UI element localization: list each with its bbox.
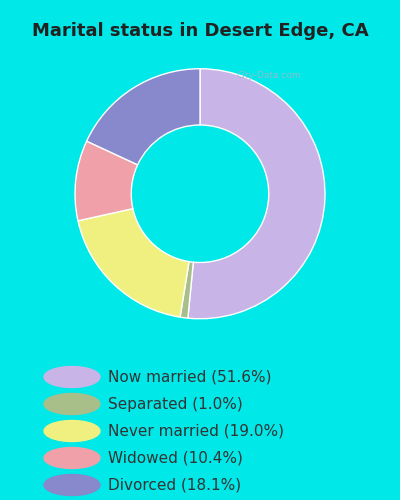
Circle shape [44,448,100,468]
Circle shape [44,394,100,414]
Wedge shape [87,68,200,165]
Circle shape [44,366,100,388]
Circle shape [44,420,100,442]
Text: Separated (1.0%): Separated (1.0%) [108,396,243,411]
Text: Never married (19.0%): Never married (19.0%) [108,424,284,438]
Text: Divorced (18.1%): Divorced (18.1%) [108,478,241,492]
Text: City-Data.com: City-Data.com [236,70,301,80]
Wedge shape [78,208,189,317]
Text: Marital status in Desert Edge, CA: Marital status in Desert Edge, CA [32,22,368,40]
Wedge shape [75,141,138,221]
Wedge shape [180,262,193,318]
Text: Now married (51.6%): Now married (51.6%) [108,370,272,384]
Text: Widowed (10.4%): Widowed (10.4%) [108,450,243,466]
Circle shape [44,474,100,496]
Wedge shape [188,68,325,318]
